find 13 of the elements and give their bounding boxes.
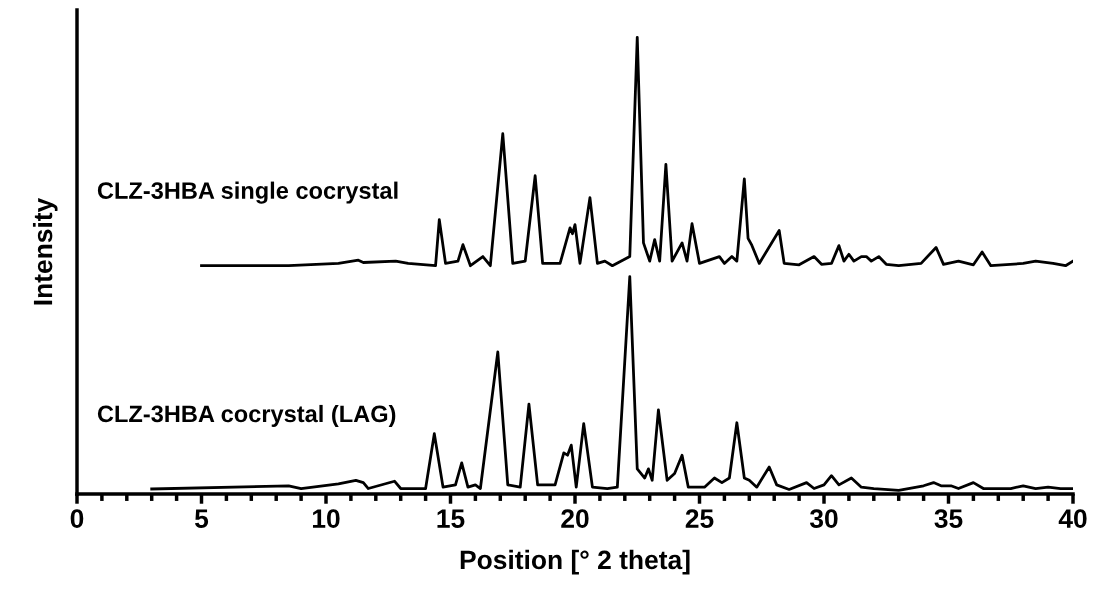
x-tick-label: 25: [685, 509, 714, 528]
x-tick-label: 0: [70, 509, 84, 528]
x-tick-label: 40: [1058, 509, 1087, 528]
series-label: CLZ-3HBA cocrystal (LAG): [97, 404, 396, 427]
x-tick-label: 20: [561, 509, 589, 528]
x-axis-title: Position [° 2 theta]: [460, 549, 690, 575]
x-tick-label: 35: [934, 509, 963, 528]
x-tick-label: 15: [437, 509, 465, 528]
series-label: CLZ-3HBA single cocrystal: [97, 181, 398, 204]
x-tick-label: 5: [194, 509, 209, 528]
x-tick-label: 30: [809, 509, 838, 528]
y-axis-title: Intensity: [32, 197, 58, 305]
x-tick-label: 10: [312, 509, 340, 528]
